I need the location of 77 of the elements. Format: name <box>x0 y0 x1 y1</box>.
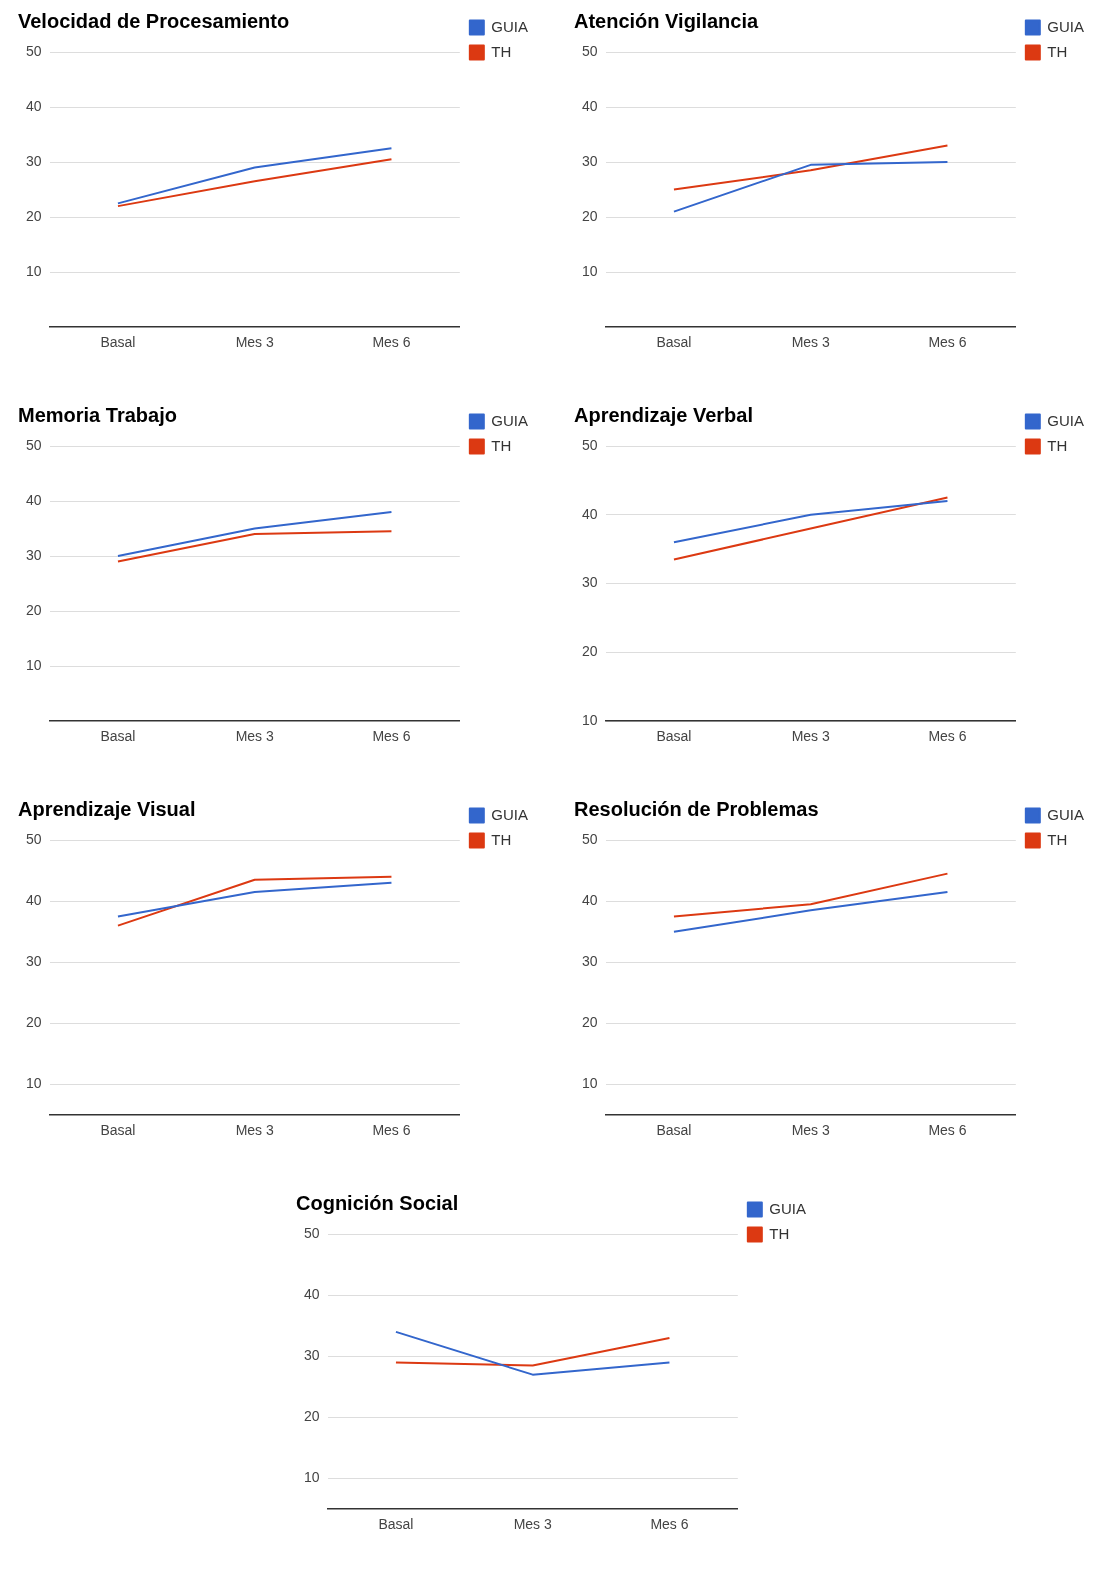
x-tick-label: Basal <box>100 334 136 351</box>
x-tick-label: Mes 3 <box>235 1122 274 1139</box>
y-tick-label: 20 <box>25 1014 42 1031</box>
chart-title: Cognición Social <box>296 1191 459 1214</box>
y-tick-label: 20 <box>25 601 42 618</box>
y-tick-label: 30 <box>25 953 42 970</box>
x-tick-label: Mes 3 <box>513 1516 552 1533</box>
y-tick-label: 50 <box>303 1224 320 1241</box>
legend-label: GUIA <box>1047 805 1085 823</box>
legend-label: TH <box>1047 830 1068 848</box>
x-tick-label: Mes 6 <box>928 728 967 745</box>
y-tick-label: 30 <box>25 546 42 563</box>
y-tick-label: 20 <box>581 207 598 224</box>
chart-title: Resolución de Problemas <box>574 797 819 820</box>
y-tick-label: 30 <box>581 574 598 591</box>
legend-label: TH <box>1047 436 1068 454</box>
x-tick-label: Basal <box>100 728 136 745</box>
legend-label: TH <box>769 1224 790 1242</box>
y-tick-label: 50 <box>581 830 598 847</box>
y-tick-label: 10 <box>25 657 42 674</box>
y-tick-label: 40 <box>581 505 598 522</box>
chart-title: Velocidad de Procesamiento <box>18 9 290 32</box>
y-tick-label: 40 <box>581 97 598 114</box>
y-tick-label: 40 <box>25 491 42 508</box>
x-tick-label: Mes 3 <box>791 1122 830 1139</box>
y-tick-label: 50 <box>25 42 42 59</box>
legend-label: GUIA <box>1047 17 1085 35</box>
y-tick-label: 10 <box>581 1075 598 1092</box>
x-tick-label: Basal <box>656 1122 692 1139</box>
y-tick-label: 50 <box>581 42 598 59</box>
y-tick-label: 30 <box>581 152 598 169</box>
legend-label: TH <box>491 436 512 454</box>
chart-title: Aprendizaje Verbal <box>574 403 753 426</box>
chart-title: Memoria Trabajo <box>18 403 177 426</box>
x-tick-label: Mes 3 <box>791 334 830 351</box>
legend-label: GUIA <box>1047 411 1085 429</box>
legend-label: TH <box>1047 42 1068 60</box>
y-tick-label: 30 <box>581 953 598 970</box>
y-tick-label: 20 <box>581 643 598 660</box>
y-tick-label: 10 <box>581 263 598 280</box>
y-tick-label: 10 <box>581 712 598 729</box>
x-tick-label: Basal <box>378 1516 414 1533</box>
legend-label: GUIA <box>769 1199 807 1217</box>
legend-label: TH <box>491 42 512 60</box>
x-tick-label: Mes 6 <box>928 334 967 351</box>
y-tick-label: 40 <box>303 1286 320 1303</box>
y-tick-label: 30 <box>25 152 42 169</box>
y-tick-label: 20 <box>25 207 42 224</box>
chart-title: Aprendizaje Visual <box>18 797 196 820</box>
y-tick-label: 20 <box>303 1408 320 1425</box>
x-tick-label: Mes 6 <box>372 728 411 745</box>
y-tick-label: 50 <box>25 436 42 453</box>
legend-label: GUIA <box>491 805 529 823</box>
y-tick-label: 50 <box>25 830 42 847</box>
y-tick-label: 20 <box>581 1014 598 1031</box>
y-tick-label: 10 <box>25 1075 42 1092</box>
y-tick-label: 10 <box>25 263 42 280</box>
x-tick-label: Mes 3 <box>235 728 274 745</box>
y-tick-label: 50 <box>581 436 598 453</box>
x-tick-label: Mes 6 <box>928 1122 967 1139</box>
y-tick-label: 30 <box>303 1347 320 1364</box>
legend-label: TH <box>491 830 512 848</box>
y-tick-label: 40 <box>25 97 42 114</box>
y-tick-label: 10 <box>303 1469 320 1486</box>
chart-title: Atención Vigilancia <box>574 9 759 32</box>
x-tick-label: Basal <box>656 334 692 351</box>
x-tick-label: Mes 6 <box>372 334 411 351</box>
x-tick-label: Mes 6 <box>650 1516 689 1533</box>
x-tick-label: Mes 3 <box>791 728 830 745</box>
y-tick-label: 40 <box>581 892 598 909</box>
x-tick-label: Mes 6 <box>372 1122 411 1139</box>
x-tick-label: Mes 3 <box>235 334 274 351</box>
x-tick-label: Basal <box>100 1122 136 1139</box>
legend-label: GUIA <box>491 17 529 35</box>
y-tick-label: 40 <box>25 892 42 909</box>
legend-label: GUIA <box>491 411 529 429</box>
x-tick-label: Basal <box>656 728 692 745</box>
